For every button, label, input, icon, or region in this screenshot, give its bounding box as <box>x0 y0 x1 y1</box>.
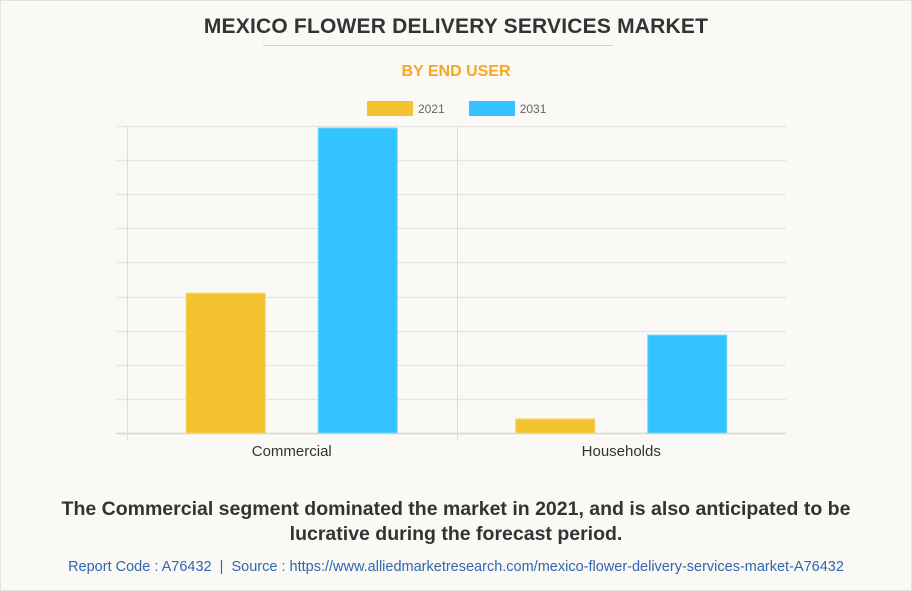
bars <box>185 127 728 434</box>
legend-item-2031[interactable]: 2031 <box>468 101 547 116</box>
bar-households-2031 <box>647 334 728 434</box>
source-link[interactable]: Source : https://www.alliedmarketresearc… <box>231 559 844 575</box>
legend-label-2031: 2031 <box>519 101 547 116</box>
x-tick-labels: Commercial Households <box>252 443 661 460</box>
footer-separator: | <box>219 559 224 575</box>
x-tick-label-commercial: Commercial <box>252 443 332 460</box>
bar-commercial-2021 <box>185 292 266 434</box>
legend-label-2021: 2021 <box>418 101 445 116</box>
title-divider <box>263 45 613 46</box>
footer: Report Code : A76432 | Source : https://… <box>0 559 912 575</box>
summary-text: The Commercial segment dominated the mar… <box>61 498 851 545</box>
legend: 2021 2031 <box>367 100 552 117</box>
x-tick-label-households: Households <box>582 443 661 460</box>
report-code: Report Code : A76432 <box>68 559 212 575</box>
chart-title: MEXICO FLOWER DELIVERY SERVICES MARKET <box>203 15 709 38</box>
legend-swatch-2021 <box>367 101 413 116</box>
axes <box>127 126 458 441</box>
chart-subtitle: BY END USER <box>401 63 511 80</box>
bar-households-2021 <box>515 418 596 434</box>
bar-commercial-2031 <box>317 127 398 434</box>
legend-item-2021[interactable]: 2021 <box>367 101 445 116</box>
bar-chart: Commercial Households <box>116 125 786 460</box>
legend-swatch-2031 <box>468 101 515 116</box>
